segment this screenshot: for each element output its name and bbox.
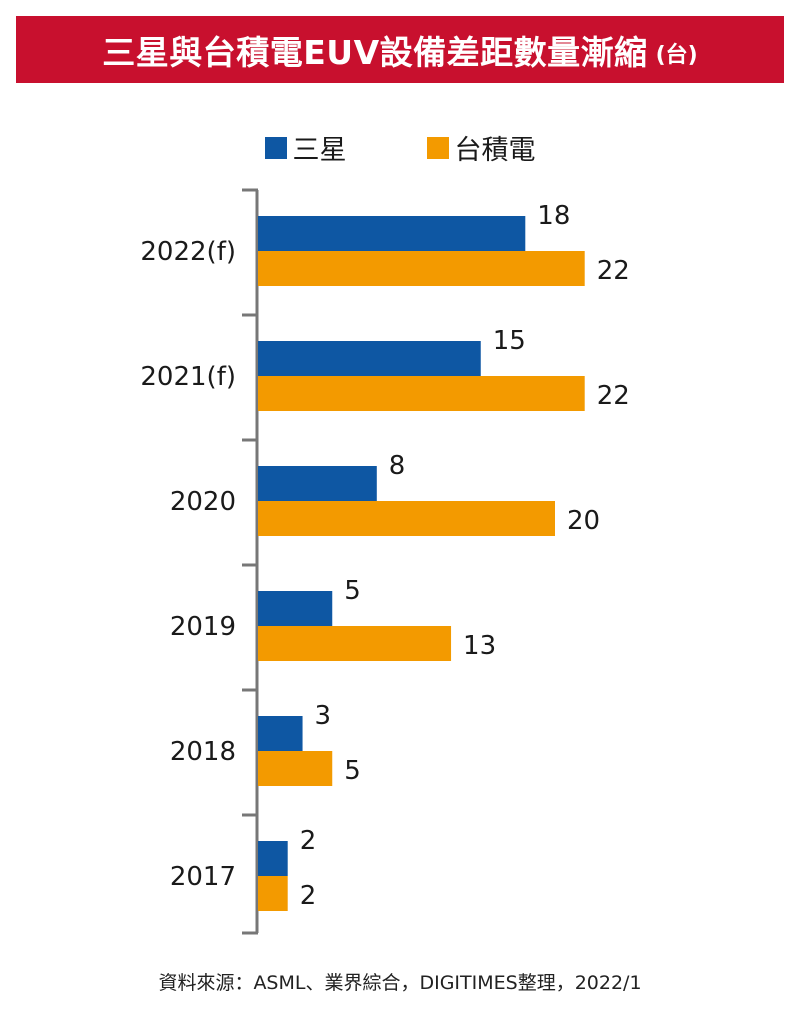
data-label: 13 — [463, 631, 496, 661]
data-label: 2 — [300, 881, 317, 911]
bar-samsung — [258, 841, 288, 876]
data-label: 3 — [315, 701, 332, 731]
bar-tsmc — [258, 376, 585, 411]
legend-label-samsung: 三星 — [292, 135, 347, 166]
data-label: 22 — [597, 256, 630, 286]
title-bar: 三星與台積電EUV設備差距數量漸縮 (台) — [16, 16, 784, 83]
bar-samsung — [258, 591, 333, 626]
bar-samsung — [258, 341, 481, 376]
bar-tsmc — [258, 751, 333, 786]
bar-tsmc — [258, 501, 555, 536]
legend-label-tsmc: 台積電 — [454, 135, 536, 166]
bar-samsung — [258, 466, 377, 501]
bar-samsung — [258, 216, 526, 251]
data-label: 15 — [493, 326, 526, 356]
legend: 三星 台積電 — [0, 128, 800, 167]
bar-tsmc — [258, 251, 585, 286]
bar-samsung — [258, 716, 303, 751]
bar-tsmc — [258, 876, 288, 911]
category-label: 2022(f) — [140, 237, 236, 267]
data-label: 18 — [537, 201, 570, 231]
category-label: 2017 — [170, 862, 236, 892]
data-label: 5 — [344, 576, 361, 606]
chart-unit: (台) — [655, 42, 698, 68]
data-label: 8 — [389, 451, 406, 481]
data-label: 5 — [344, 756, 361, 786]
legend-swatch-tsmc — [426, 136, 449, 159]
chart-title: 三星與台積電EUV設備差距數量漸縮 — [102, 32, 648, 72]
category-label: 2018 — [170, 737, 236, 767]
source-note: 資料來源：ASML、業界綜合，DIGITIMES整理，2022/1 — [158, 972, 642, 994]
category-label: 2019 — [170, 612, 236, 642]
data-label: 22 — [597, 381, 630, 411]
data-label: 2 — [300, 826, 317, 856]
category-label: 2021(f) — [140, 362, 236, 392]
legend-swatch-samsung — [264, 136, 287, 159]
category-label: 2020 — [170, 487, 236, 517]
data-label: 20 — [567, 506, 600, 536]
legend-item-tsmc: 台積電 — [426, 128, 536, 167]
bar-tsmc — [258, 626, 452, 661]
legend-item-samsung: 三星 — [264, 128, 347, 167]
